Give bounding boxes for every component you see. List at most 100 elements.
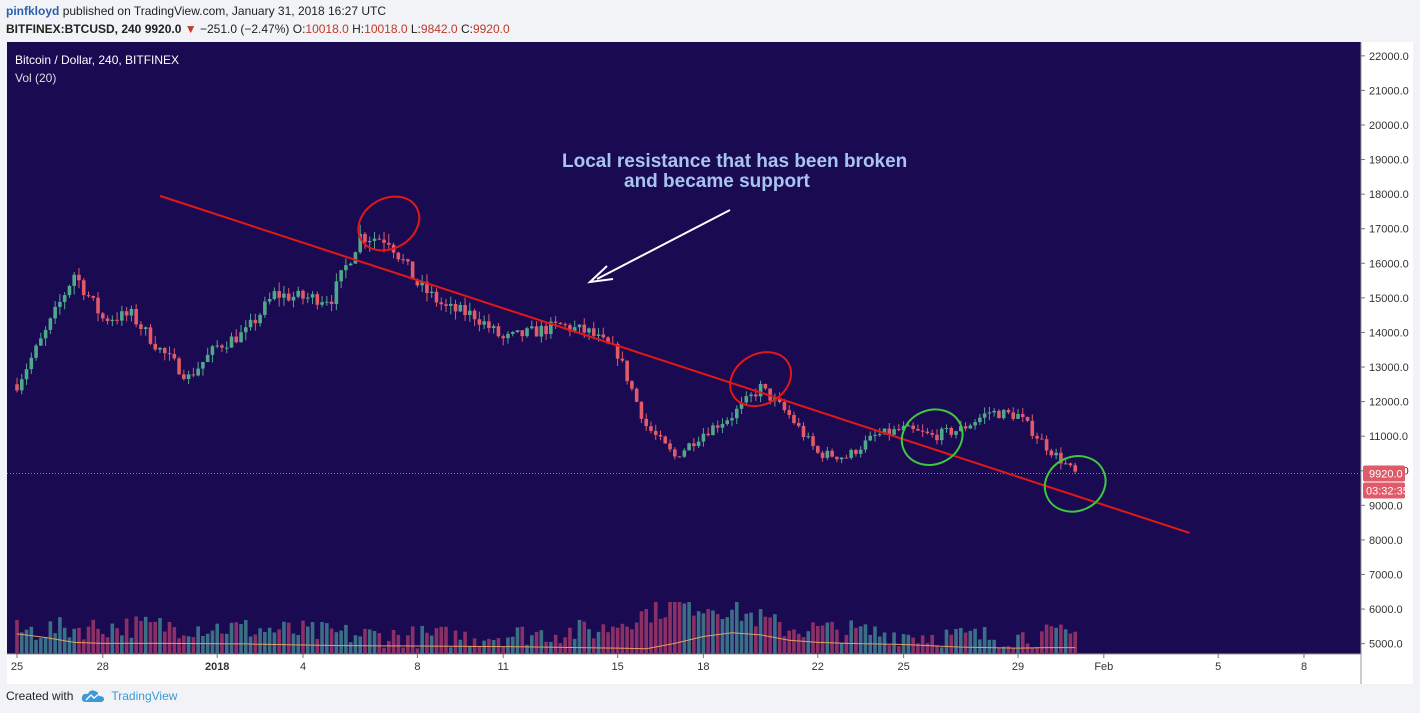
candle-body	[162, 347, 167, 354]
price-chart[interactable]: 22000.0 21000.0 20000.0 19000.0 18000.0 17000…	[7, 42, 1413, 684]
volume-bar	[582, 621, 587, 654]
plot-background	[7, 42, 1361, 654]
candle-body	[201, 361, 205, 369]
candle-body	[272, 291, 277, 299]
volume-bar	[916, 643, 920, 654]
volume-bar	[530, 635, 534, 654]
candle-body	[835, 456, 839, 460]
author-link[interactable]: pinfkloyd	[6, 4, 60, 18]
candle-body	[758, 383, 763, 397]
candle-body	[215, 345, 219, 347]
candle-body	[935, 434, 939, 441]
volume-bar	[520, 626, 525, 654]
volume-bar	[496, 638, 501, 654]
volume-bar	[1016, 634, 1020, 654]
candle-body	[48, 318, 53, 330]
volume-bar	[792, 629, 796, 654]
volume-bar	[539, 630, 544, 654]
candle-body	[687, 443, 691, 451]
volume-bar	[749, 612, 753, 654]
volume-bar	[787, 630, 791, 654]
volume-bar	[1063, 629, 1068, 654]
candle-body	[601, 334, 606, 338]
volume-bar	[863, 624, 868, 654]
candle-body	[606, 337, 610, 344]
volume-bar	[177, 638, 181, 654]
candle-body	[43, 329, 48, 339]
volume-bar	[658, 618, 663, 654]
candle-body	[925, 431, 930, 434]
x-tick-label: 29	[1012, 661, 1024, 673]
volume-bar	[248, 636, 253, 654]
candle-body	[96, 297, 100, 314]
volume-bar	[1030, 647, 1035, 654]
volume-bar	[844, 634, 849, 654]
volume-bar	[24, 629, 29, 654]
candle-body	[644, 418, 648, 427]
volume-bar	[325, 623, 329, 654]
volume-bar	[715, 614, 720, 654]
last-price: 9920.0	[144, 22, 182, 36]
candle-body	[286, 293, 291, 301]
y-tick-label: 16000.0	[1369, 258, 1409, 270]
candle-body	[182, 374, 186, 379]
candle-body	[77, 274, 81, 281]
volume-bar	[367, 629, 372, 654]
candle-body	[434, 291, 439, 303]
volume-bar	[210, 630, 215, 654]
volume-bar	[387, 640, 391, 654]
volume-bar	[67, 637, 72, 654]
candle-body	[930, 433, 934, 435]
volume-bar	[801, 637, 806, 654]
x-tick-label: 5	[1215, 661, 1221, 673]
low-label: L:	[410, 22, 421, 36]
candle-body	[344, 265, 348, 271]
candle-body	[282, 293, 286, 298]
candle-body	[1025, 417, 1030, 421]
high-value: 10018.0	[364, 22, 408, 36]
volume-bar	[630, 629, 634, 654]
candle-body	[491, 326, 496, 329]
y-tick-label: 17000.0	[1369, 224, 1409, 236]
candle-body	[582, 324, 587, 333]
candle-body	[110, 319, 115, 322]
annotation-line-2: and became support	[624, 171, 810, 192]
volume-bar	[244, 619, 248, 654]
volume-bar	[706, 608, 710, 654]
candle-body	[720, 423, 725, 428]
candle-body	[91, 296, 96, 298]
candle-body	[858, 449, 863, 454]
volume-bar	[868, 634, 873, 654]
open-value: 10018.0	[305, 22, 349, 36]
x-tick-label: 22	[812, 661, 824, 673]
y-tick-label: 13000.0	[1369, 362, 1409, 374]
candle-body	[668, 443, 672, 450]
candle-body	[863, 440, 868, 450]
volume-bar	[415, 648, 420, 654]
candle-body	[892, 429, 896, 435]
candle-body	[129, 308, 134, 316]
close-label: C:	[460, 22, 473, 36]
y-tick-label: 9000.0	[1369, 500, 1403, 512]
change-value: −251.0 (−2.47%)	[199, 22, 290, 36]
time-axis-background	[7, 654, 1361, 684]
candle-body	[744, 396, 749, 403]
candle-body	[134, 308, 138, 325]
volume-bar	[677, 602, 682, 654]
chart-title: Bitcoin / Dollar, 240, BITFINEX	[15, 53, 179, 67]
volume-bar	[696, 611, 701, 654]
candle-body	[591, 328, 596, 336]
candle-body	[353, 252, 358, 264]
candle-body	[387, 242, 391, 245]
candle-body	[1035, 435, 1039, 439]
candle-body	[448, 303, 453, 306]
tradingview-logo[interactable]: TradingView	[81, 686, 177, 706]
symbol-label: BITFINEX:BTCUSD, 240	[6, 22, 142, 36]
volume-bar	[873, 626, 877, 654]
volume-bar	[572, 638, 577, 654]
volume-bar	[639, 611, 644, 654]
volume-bar	[615, 627, 620, 654]
candle-body	[334, 281, 339, 305]
y-tick-label: 8000.0	[1369, 535, 1403, 547]
y-tick-label: 12000.0	[1369, 397, 1409, 409]
